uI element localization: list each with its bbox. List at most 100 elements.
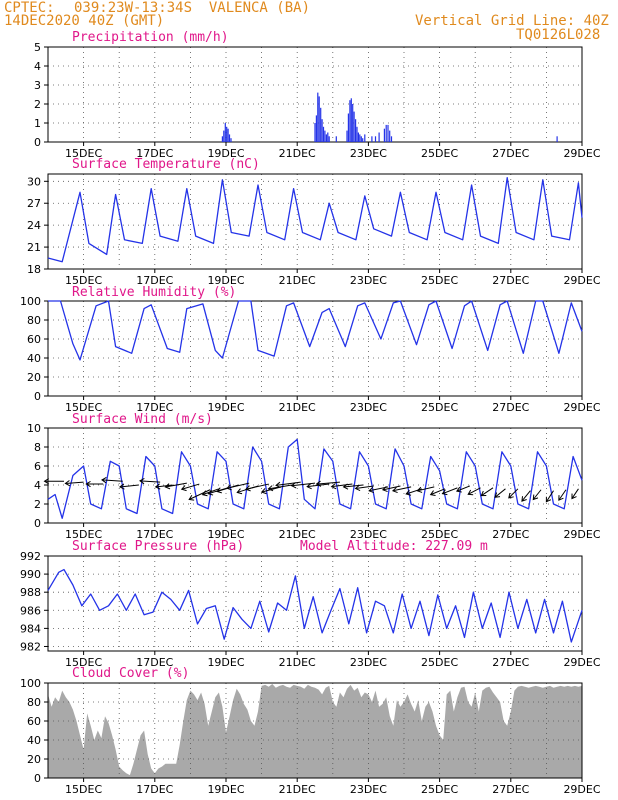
panel-title: Precipitation (mm/h) [72, 30, 229, 45]
x-tick-label: 15DEC [65, 783, 102, 796]
wind-vector-head [207, 489, 214, 496]
x-tick-label: 27DEC [492, 147, 529, 160]
precip-bar [327, 132, 329, 142]
x-tick-label: 25DEC [421, 147, 458, 160]
pres-series-line [47, 568, 583, 643]
rh-panel: 0 20 40 60 80 100 15DEC 17DEC 19DEC 21DEC 23DEC 25D… [20, 285, 601, 414]
wind-vector [275, 481, 301, 486]
y-tick-label: 6 [34, 460, 41, 473]
wind-vector [331, 483, 353, 488]
x-tick-label: 17DEC [136, 656, 173, 669]
x-tick-label: 21DEC [279, 528, 316, 541]
y-tick-label: 40 [27, 352, 41, 365]
wind-vector [139, 480, 161, 483]
wind-vector-head [571, 493, 577, 500]
precip-bar [390, 136, 393, 142]
x-tick-label: 23DEC [350, 147, 387, 160]
wind-vector [481, 487, 494, 497]
wind-vector [343, 484, 364, 488]
wind-vector-head [455, 486, 462, 493]
x-tick-label: 27DEC [492, 783, 529, 796]
wind-vector [316, 481, 340, 485]
precip-bar [318, 96, 320, 142]
y-tick-label: 20 [27, 371, 41, 384]
x-tick-label: 25DEC [421, 528, 458, 541]
x-tick-label: 25DEC [421, 783, 458, 796]
header-run: 14DEC2020 40Z (GMT) [4, 13, 165, 29]
precip-bar [349, 100, 351, 142]
wind-vector [521, 490, 531, 502]
wind-vector [532, 489, 542, 500]
y-tick-label: 5 [34, 41, 41, 54]
header-code: TQ0126L028 [516, 27, 601, 43]
wind-vector [188, 489, 211, 500]
x-tick-label: 29DEC [563, 401, 600, 414]
y-tick-label: 20 [27, 753, 41, 766]
precip-bar [314, 123, 316, 142]
wind-vector [119, 484, 139, 488]
wind-vector-head [315, 480, 322, 487]
y-tick-label: 2 [34, 498, 41, 511]
wind-vector-head [236, 488, 243, 495]
wind-vector [417, 486, 435, 492]
precip-bar [356, 126, 358, 142]
wind-vector-head [545, 496, 552, 503]
wind-vector-head [441, 489, 448, 496]
y-tick-label: 21 [27, 241, 41, 254]
temp-series-line [47, 177, 583, 263]
y-tick-label: 8 [34, 441, 41, 454]
wind-vector-head [429, 490, 436, 497]
x-tick-label: 23DEC [350, 528, 387, 541]
wind-vector [430, 488, 446, 496]
precip-bar [352, 104, 354, 142]
y-tick-label: 40 [27, 734, 41, 747]
wind-vector-head [392, 486, 398, 494]
wind-vector [545, 490, 554, 503]
precip-panel: 0 1 2 3 4 5 15DEC 17DEC 19DEC 21DEC 23DEC 25DEC 27DE… [34, 30, 601, 160]
x-tick-label: 27DEC [492, 274, 529, 287]
wind-vector-head [275, 481, 281, 488]
x-tick-label: 29DEC [563, 528, 600, 541]
precip-bar [355, 119, 357, 142]
x-tick-label: 23DEC [350, 401, 387, 414]
panel-title: Relative Humidity (%) [72, 285, 236, 300]
wind-vector-head [226, 484, 232, 491]
wind-vector-head [558, 495, 564, 501]
y-tick-label: 0 [34, 772, 41, 785]
x-tick-label: 27DEC [492, 656, 529, 669]
precip-bar [335, 136, 337, 142]
y-tick-label: 60 [27, 715, 41, 728]
y-tick-label: 80 [27, 696, 41, 709]
wind-vector [155, 484, 173, 488]
y-tick-label: 80 [27, 314, 41, 327]
precip-bar [315, 115, 317, 142]
wind-vector [392, 486, 412, 492]
precip-bar [359, 134, 361, 142]
y-tick-label: 990 [20, 568, 41, 581]
y-tick-label: 100 [20, 677, 41, 690]
cloud-cover-area [48, 684, 582, 778]
wind-vector-head [101, 477, 107, 484]
precip-bar [346, 130, 348, 142]
wind-vector-head [342, 483, 349, 490]
wind-vector-head [405, 489, 412, 496]
x-tick-label: 17DEC [136, 147, 173, 160]
precip-bar [389, 130, 391, 142]
x-tick-label: 27DEC [492, 528, 529, 541]
wind-vector-head [306, 483, 312, 490]
x-tick-label: 19DEC [207, 147, 244, 160]
y-tick-label: 0 [34, 390, 41, 403]
wind-vector-head [85, 480, 91, 488]
wind-vector [467, 487, 481, 495]
wind-vector-head [201, 490, 208, 497]
precip-bar [227, 128, 229, 142]
x-tick-label: 19DEC [207, 401, 244, 414]
wind-vector [442, 487, 458, 495]
y-tick-label: 988 [20, 586, 41, 599]
wind-vector-head [188, 495, 195, 501]
wind-vector-head [368, 486, 374, 494]
wind-vector-head [480, 490, 487, 497]
precip-bar [385, 124, 387, 142]
precip-bar [325, 134, 327, 142]
y-tick-label: 0 [34, 517, 41, 530]
